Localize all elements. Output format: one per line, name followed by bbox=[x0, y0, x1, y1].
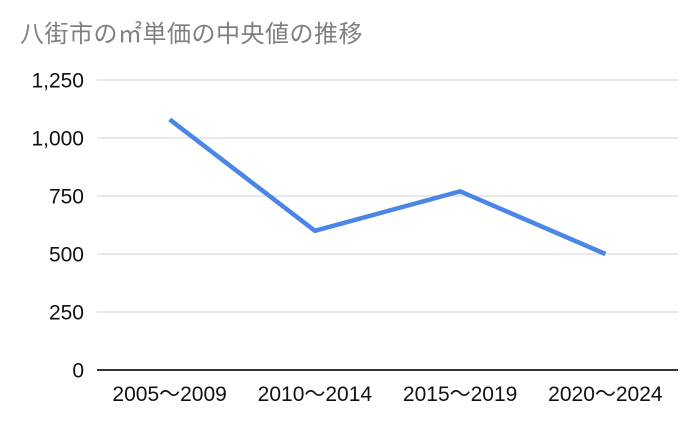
x-axis-tick-label: 2015〜2019 bbox=[403, 383, 517, 406]
data-line bbox=[168, 117, 607, 257]
y-axis-tick-label: 500 bbox=[49, 244, 84, 267]
y-axis-tick-label: 750 bbox=[49, 186, 84, 209]
y-axis-tick-label: 250 bbox=[49, 302, 84, 325]
chart-title: 八街市の㎡単価の中央値の推移 bbox=[20, 21, 363, 48]
x-axis-tick-label: 2005〜2009 bbox=[112, 383, 226, 406]
y-axis-tick-label: 0 bbox=[72, 360, 84, 383]
x-axis-tick-label: 2010〜2014 bbox=[258, 383, 373, 406]
x-axis-tick-label: 2020〜2024 bbox=[548, 383, 663, 406]
y-axis-tick-label: 1,000 bbox=[31, 128, 84, 151]
y-axis-tick-label: 1,250 bbox=[31, 70, 84, 93]
